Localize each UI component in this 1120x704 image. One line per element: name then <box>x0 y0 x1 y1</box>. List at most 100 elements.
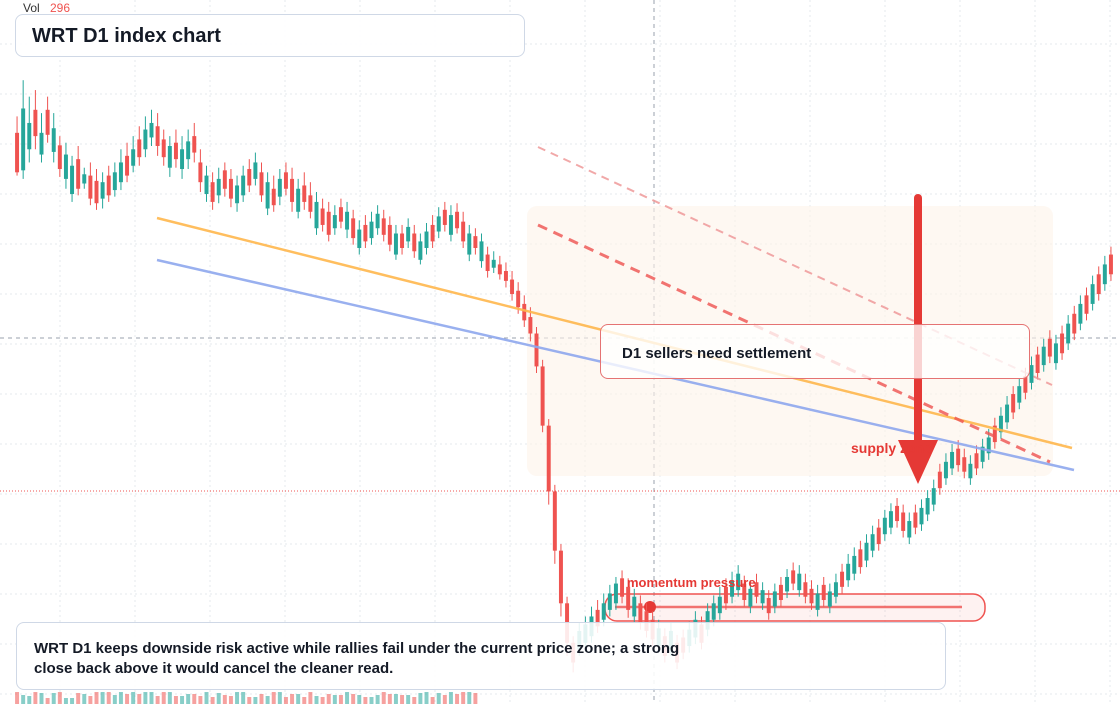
candle-body <box>626 586 631 610</box>
candle-body <box>534 333 539 367</box>
volume-bar <box>436 693 441 704</box>
candle-body <box>210 182 215 202</box>
candle-body <box>27 122 32 150</box>
volume-bar <box>45 698 50 704</box>
volume-bar <box>381 692 386 704</box>
candle-body <box>45 109 50 135</box>
candle-body <box>858 549 863 568</box>
candle-body <box>198 162 203 183</box>
candle-body <box>442 209 447 225</box>
volume-bar <box>308 692 313 704</box>
volume-bar <box>82 694 87 704</box>
candle-body <box>772 591 777 607</box>
candle-body <box>1053 343 1058 364</box>
candle-body <box>100 182 105 199</box>
candle-body <box>192 136 197 153</box>
candle-body <box>63 154 68 179</box>
candle-body <box>51 128 56 152</box>
volume-bar <box>112 695 117 704</box>
candle-body <box>931 488 936 505</box>
candle-body <box>1035 354 1040 373</box>
candle-body <box>1078 303 1083 324</box>
candle-body <box>33 109 38 137</box>
chart-title: WRT D1 index chart <box>32 25 221 47</box>
volume-bar <box>418 693 423 704</box>
volume-bar <box>57 692 62 704</box>
volume-bar <box>320 697 325 704</box>
candle-body <box>815 593 820 610</box>
candle-body <box>528 317 533 334</box>
candle-body <box>1060 333 1065 354</box>
candle-body <box>723 586 728 604</box>
candle-body <box>852 555 857 574</box>
candle-body <box>717 596 722 614</box>
volume-bar <box>235 692 240 704</box>
volume-bar <box>198 696 203 704</box>
candle-body <box>1072 313 1077 334</box>
volume-bar <box>247 697 252 704</box>
volume-bar <box>167 692 172 704</box>
candle-body <box>467 233 472 255</box>
summary-text: WRT D1 keeps downside risk active while … <box>34 640 680 677</box>
candle-body <box>766 598 771 614</box>
volume-bar <box>173 696 178 704</box>
candle-body <box>974 453 979 469</box>
candle-body <box>925 498 930 515</box>
candle-body <box>943 461 948 479</box>
candle-body <box>149 122 154 138</box>
volume-bar <box>241 692 246 704</box>
volume-bar <box>332 695 337 704</box>
volume-bar <box>149 692 154 704</box>
volume-bar <box>314 696 319 704</box>
candle-body <box>1029 365 1034 383</box>
volume-bar <box>186 694 191 704</box>
volume-bar <box>155 696 160 704</box>
candle-body <box>332 215 337 229</box>
volume-bar <box>448 692 453 704</box>
candle-body <box>785 576 790 592</box>
callout-text: D1 sellers need settlement <box>622 345 812 362</box>
settlement-callout: D1 sellers need settlement <box>600 324 1030 379</box>
candle-body <box>112 172 117 191</box>
trendline-dashed-pink <box>537 146 1053 386</box>
volume-bar <box>228 696 233 704</box>
candle-body <box>901 512 906 531</box>
volume-bar <box>265 696 270 704</box>
volume-bar <box>70 698 75 704</box>
candle-body <box>302 185 307 202</box>
candle-body <box>393 233 398 255</box>
candle-body <box>748 588 753 607</box>
candle-body <box>754 582 759 597</box>
volume-bar <box>51 693 56 704</box>
volume-bar <box>259 694 264 704</box>
candle-body <box>895 505 900 522</box>
volume-bar <box>473 693 478 704</box>
candle-body <box>558 550 563 604</box>
candle-body <box>222 170 227 189</box>
volume-bar <box>15 692 20 704</box>
candle-body <box>228 178 233 199</box>
candle-body <box>1096 274 1101 295</box>
volume-bar <box>76 693 81 704</box>
volume-bar <box>277 692 282 704</box>
candle-body <box>39 132 44 155</box>
volume-bar <box>357 695 362 704</box>
candle-body <box>375 213 380 229</box>
candle-body <box>620 578 625 597</box>
candle-body <box>968 463 973 479</box>
candle-body <box>919 507 924 525</box>
volume-bar <box>442 695 447 704</box>
candle-body <box>803 582 808 597</box>
candle-body <box>351 218 356 239</box>
candle-body <box>546 425 551 492</box>
candle-body <box>271 188 276 206</box>
candle-body <box>907 521 912 538</box>
volume-bar <box>63 698 68 704</box>
candle-body <box>320 208 325 225</box>
candle-body <box>253 162 258 179</box>
volume-bar <box>467 692 472 704</box>
volume-bar <box>125 694 130 704</box>
candle-body <box>1005 404 1010 423</box>
candle-body <box>173 142 178 160</box>
volume-bar <box>21 695 26 704</box>
